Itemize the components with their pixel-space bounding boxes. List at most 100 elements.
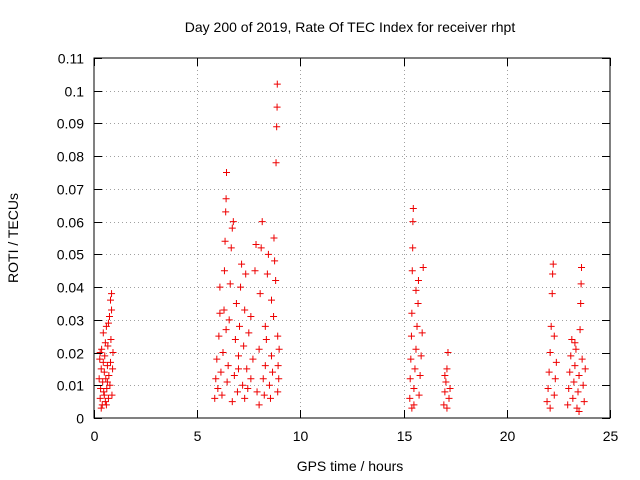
data-point bbox=[442, 378, 450, 386]
data-point bbox=[552, 358, 560, 366]
data-point bbox=[409, 205, 417, 213]
y-tick-label: 0.02 bbox=[57, 346, 84, 362]
data-point bbox=[218, 391, 226, 399]
data-point bbox=[100, 388, 108, 396]
data-point bbox=[262, 335, 270, 343]
data-point bbox=[219, 349, 227, 357]
data-point bbox=[413, 322, 421, 330]
data-point bbox=[109, 365, 117, 373]
data-point bbox=[252, 241, 260, 249]
data-point bbox=[261, 322, 269, 330]
data-point bbox=[220, 267, 228, 275]
data-point bbox=[440, 401, 448, 409]
data-point bbox=[263, 270, 271, 278]
data-point bbox=[229, 218, 237, 226]
data-point bbox=[274, 332, 282, 340]
data-point bbox=[443, 404, 451, 412]
data-point bbox=[212, 375, 220, 383]
data-point bbox=[234, 365, 242, 373]
data-point bbox=[105, 313, 113, 321]
data-point bbox=[236, 322, 244, 330]
x-tick-label: 0 bbox=[91, 428, 99, 444]
data-point bbox=[566, 368, 574, 376]
data-point bbox=[578, 263, 586, 271]
data-point bbox=[570, 378, 578, 386]
data-point bbox=[100, 391, 108, 399]
data-point bbox=[268, 352, 276, 360]
data-point bbox=[571, 362, 579, 370]
data-point bbox=[224, 362, 232, 370]
data-points bbox=[95, 80, 589, 415]
data-point bbox=[216, 283, 224, 291]
data-point bbox=[220, 306, 228, 314]
data-point bbox=[547, 322, 555, 330]
data-point bbox=[96, 349, 104, 357]
data-point bbox=[233, 388, 241, 396]
data-point bbox=[567, 352, 575, 360]
grid-lines bbox=[94, 58, 610, 418]
data-point bbox=[242, 270, 250, 278]
data-point bbox=[98, 345, 106, 353]
data-point bbox=[109, 349, 117, 357]
data-point bbox=[259, 375, 267, 383]
y-tick-label: 0.04 bbox=[57, 280, 84, 296]
data-point bbox=[572, 345, 580, 353]
data-point bbox=[266, 394, 274, 402]
data-point bbox=[551, 375, 559, 383]
data-point bbox=[575, 407, 583, 415]
data-point bbox=[228, 224, 236, 232]
data-point bbox=[244, 385, 252, 393]
x-tick-label: 10 bbox=[293, 428, 309, 444]
data-point bbox=[409, 218, 417, 226]
data-point bbox=[272, 159, 280, 167]
data-point bbox=[214, 385, 222, 393]
data-point bbox=[108, 391, 116, 399]
data-point bbox=[216, 309, 224, 317]
data-point bbox=[222, 195, 230, 203]
data-point bbox=[253, 388, 261, 396]
data-point bbox=[275, 345, 283, 353]
data-point bbox=[568, 335, 576, 343]
data-point bbox=[441, 371, 449, 379]
data-point bbox=[96, 394, 104, 402]
data-point bbox=[99, 358, 107, 366]
data-point bbox=[550, 391, 558, 399]
data-point bbox=[104, 394, 112, 402]
data-point bbox=[409, 244, 417, 252]
data-point bbox=[97, 365, 105, 373]
data-point bbox=[548, 290, 556, 298]
data-point bbox=[227, 244, 235, 252]
data-point bbox=[544, 385, 552, 393]
data-point bbox=[211, 394, 219, 402]
data-point bbox=[258, 218, 266, 226]
data-point bbox=[104, 319, 112, 327]
data-point bbox=[261, 362, 269, 370]
data-point bbox=[412, 345, 420, 353]
data-point bbox=[256, 290, 264, 298]
data-point bbox=[251, 267, 259, 275]
data-point bbox=[443, 365, 451, 373]
data-point bbox=[575, 371, 583, 379]
data-point bbox=[412, 286, 420, 294]
data-point bbox=[414, 277, 422, 285]
data-point bbox=[232, 299, 240, 307]
y-tick-label: 0.08 bbox=[57, 149, 84, 165]
data-point bbox=[419, 263, 427, 271]
data-point bbox=[546, 349, 554, 357]
data-point bbox=[102, 401, 110, 409]
data-point bbox=[571, 339, 579, 347]
data-point bbox=[260, 391, 268, 399]
data-point bbox=[550, 332, 558, 340]
data-point bbox=[105, 371, 113, 379]
data-point bbox=[221, 237, 229, 245]
data-point bbox=[217, 368, 225, 376]
data-point bbox=[407, 355, 415, 363]
y-axis-label: ROTI / TECUs bbox=[5, 193, 21, 283]
data-point bbox=[223, 378, 231, 386]
data-point bbox=[407, 332, 415, 340]
data-point bbox=[543, 398, 551, 406]
data-point bbox=[577, 299, 585, 307]
x-tick-label: 25 bbox=[603, 428, 619, 444]
data-point bbox=[549, 270, 557, 278]
data-point bbox=[241, 394, 249, 402]
